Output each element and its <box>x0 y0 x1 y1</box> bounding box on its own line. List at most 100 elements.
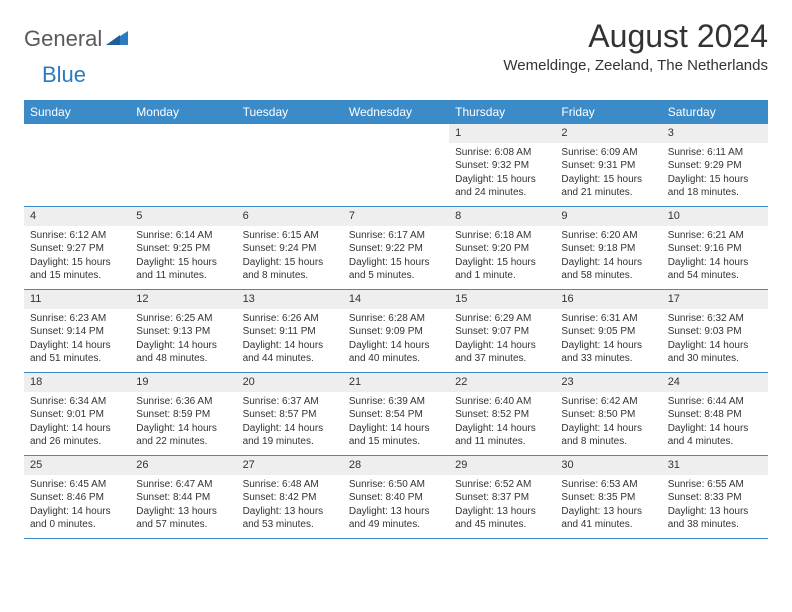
day-number: 26 <box>130 456 236 475</box>
day-cell: 15Sunrise: 6:29 AMSunset: 9:07 PMDayligh… <box>449 290 555 372</box>
sunset-text: Sunset: 9:01 PM <box>30 408 124 422</box>
sunrise-text: Sunrise: 6:17 AM <box>349 229 443 243</box>
day-number: 31 <box>662 456 768 475</box>
weekday-header: Tuesday <box>237 100 343 124</box>
day-cell: 22Sunrise: 6:40 AMSunset: 8:52 PMDayligh… <box>449 373 555 455</box>
day-body: Sunrise: 6:11 AMSunset: 9:29 PMDaylight:… <box>662 143 768 206</box>
daylight-text: Daylight: 14 hours and 44 minutes. <box>243 339 337 366</box>
daylight-text: Daylight: 13 hours and 53 minutes. <box>243 505 337 532</box>
sunrise-text: Sunrise: 6:44 AM <box>668 395 762 409</box>
daylight-text: Daylight: 14 hours and 4 minutes. <box>668 422 762 449</box>
weekday-header: Wednesday <box>343 100 449 124</box>
day-number: 18 <box>24 373 130 392</box>
week-row: 25Sunrise: 6:45 AMSunset: 8:46 PMDayligh… <box>24 456 768 539</box>
daylight-text: Daylight: 15 hours and 15 minutes. <box>30 256 124 283</box>
day-body: Sunrise: 6:09 AMSunset: 9:31 PMDaylight:… <box>555 143 661 206</box>
day-number: 30 <box>555 456 661 475</box>
daylight-text: Daylight: 14 hours and 8 minutes. <box>561 422 655 449</box>
daylight-text: Daylight: 13 hours and 41 minutes. <box>561 505 655 532</box>
sunset-text: Sunset: 9:03 PM <box>668 325 762 339</box>
day-number: 29 <box>449 456 555 475</box>
day-number: 15 <box>449 290 555 309</box>
day-number: 16 <box>555 290 661 309</box>
sunrise-text: Sunrise: 6:21 AM <box>668 229 762 243</box>
day-body: Sunrise: 6:17 AMSunset: 9:22 PMDaylight:… <box>343 226 449 289</box>
day-cell: 1Sunrise: 6:08 AMSunset: 9:32 PMDaylight… <box>449 124 555 206</box>
sunset-text: Sunset: 8:54 PM <box>349 408 443 422</box>
day-number: 23 <box>555 373 661 392</box>
daylight-text: Daylight: 14 hours and 19 minutes. <box>243 422 337 449</box>
sunset-text: Sunset: 9:14 PM <box>30 325 124 339</box>
day-body: Sunrise: 6:15 AMSunset: 9:24 PMDaylight:… <box>237 226 343 289</box>
sunrise-text: Sunrise: 6:09 AM <box>561 146 655 160</box>
sunset-text: Sunset: 8:50 PM <box>561 408 655 422</box>
daylight-text: Daylight: 13 hours and 49 minutes. <box>349 505 443 532</box>
weekday-header: Sunday <box>24 100 130 124</box>
sunset-text: Sunset: 9:18 PM <box>561 242 655 256</box>
sunrise-text: Sunrise: 6:28 AM <box>349 312 443 326</box>
day-body: Sunrise: 6:31 AMSunset: 9:05 PMDaylight:… <box>555 309 661 372</box>
day-body: Sunrise: 6:23 AMSunset: 9:14 PMDaylight:… <box>24 309 130 372</box>
location: Wemeldinge, Zeeland, The Netherlands <box>503 57 768 74</box>
day-cell <box>343 124 449 206</box>
day-body: Sunrise: 6:39 AMSunset: 8:54 PMDaylight:… <box>343 392 449 455</box>
day-cell: 8Sunrise: 6:18 AMSunset: 9:20 PMDaylight… <box>449 207 555 289</box>
logo-text-blue: Blue <box>42 62 86 87</box>
sunrise-text: Sunrise: 6:55 AM <box>668 478 762 492</box>
day-number: 27 <box>237 456 343 475</box>
day-number: 10 <box>662 207 768 226</box>
sunrise-text: Sunrise: 6:52 AM <box>455 478 549 492</box>
day-number: 6 <box>237 207 343 226</box>
sunrise-text: Sunrise: 6:42 AM <box>561 395 655 409</box>
day-number: 24 <box>662 373 768 392</box>
day-cell: 27Sunrise: 6:48 AMSunset: 8:42 PMDayligh… <box>237 456 343 538</box>
sunset-text: Sunset: 9:29 PM <box>668 159 762 173</box>
day-number: 11 <box>24 290 130 309</box>
day-body: Sunrise: 6:08 AMSunset: 9:32 PMDaylight:… <box>449 143 555 206</box>
day-number: 4 <box>24 207 130 226</box>
sunrise-text: Sunrise: 6:15 AM <box>243 229 337 243</box>
day-cell: 10Sunrise: 6:21 AMSunset: 9:16 PMDayligh… <box>662 207 768 289</box>
day-cell: 20Sunrise: 6:37 AMSunset: 8:57 PMDayligh… <box>237 373 343 455</box>
day-cell <box>24 124 130 206</box>
sunset-text: Sunset: 9:05 PM <box>561 325 655 339</box>
day-cell: 13Sunrise: 6:26 AMSunset: 9:11 PMDayligh… <box>237 290 343 372</box>
logo-triangle-icon <box>106 29 128 50</box>
day-number: 3 <box>662 124 768 143</box>
day-cell: 30Sunrise: 6:53 AMSunset: 8:35 PMDayligh… <box>555 456 661 538</box>
day-body: Sunrise: 6:48 AMSunset: 8:42 PMDaylight:… <box>237 475 343 538</box>
sunrise-text: Sunrise: 6:31 AM <box>561 312 655 326</box>
sunrise-text: Sunrise: 6:08 AM <box>455 146 549 160</box>
logo-text-general: General <box>24 26 102 52</box>
sunset-text: Sunset: 8:37 PM <box>455 491 549 505</box>
weekday-header-row: Sunday Monday Tuesday Wednesday Thursday… <box>24 100 768 124</box>
day-cell: 6Sunrise: 6:15 AMSunset: 9:24 PMDaylight… <box>237 207 343 289</box>
month-title: August 2024 <box>503 18 768 55</box>
day-number: 2 <box>555 124 661 143</box>
day-body: Sunrise: 6:29 AMSunset: 9:07 PMDaylight:… <box>449 309 555 372</box>
day-cell: 23 Sunrise: 6:42 AMSunset: 8:50 PMDayligh… <box>555 373 661 455</box>
weeks-container: 1Sunrise: 6:08 AMSunset: 9:32 PMDaylight… <box>24 124 768 539</box>
sunrise-text: Sunrise: 6:53 AM <box>561 478 655 492</box>
sunset-text: Sunset: 9:31 PM <box>561 159 655 173</box>
day-body: Sunrise: 6:25 AMSunset: 9:13 PMDaylight:… <box>130 309 236 372</box>
sunset-text: Sunset: 8:42 PM <box>243 491 337 505</box>
day-body: Sunrise: 6:14 AMSunset: 9:25 PMDaylight:… <box>130 226 236 289</box>
sunset-text: Sunset: 9:22 PM <box>349 242 443 256</box>
sunset-text: Sunset: 9:25 PM <box>136 242 230 256</box>
day-body: Sunrise: 6:50 AMSunset: 8:40 PMDaylight:… <box>343 475 449 538</box>
day-number: 19 <box>130 373 236 392</box>
day-cell: 5Sunrise: 6:14 AMSunset: 9:25 PMDaylight… <box>130 207 236 289</box>
day-cell: 19Sunrise: 6:36 AMSunset: 8:59 PMDayligh… <box>130 373 236 455</box>
sunrise-text: Sunrise: 6:26 AM <box>243 312 337 326</box>
day-cell: 11Sunrise: 6:23 AMSunset: 9:14 PMDayligh… <box>24 290 130 372</box>
day-body: Sunrise: 6:28 AMSunset: 9:09 PMDaylight:… <box>343 309 449 372</box>
daylight-text: Daylight: 14 hours and 33 minutes. <box>561 339 655 366</box>
day-body: Sunrise: 6:12 AMSunset: 9:27 PMDaylight:… <box>24 226 130 289</box>
day-body: Sunrise: 6:44 AMSunset: 8:48 PMDaylight:… <box>662 392 768 455</box>
day-number: 7 <box>343 207 449 226</box>
weekday-header: Saturday <box>662 100 768 124</box>
sunset-text: Sunset: 9:13 PM <box>136 325 230 339</box>
day-cell: 2Sunrise: 6:09 AMSunset: 9:31 PMDaylight… <box>555 124 661 206</box>
daylight-text: Daylight: 14 hours and 37 minutes. <box>455 339 549 366</box>
